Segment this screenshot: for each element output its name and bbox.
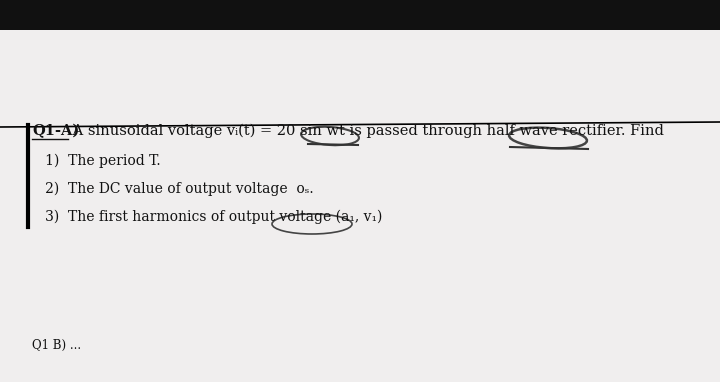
Text: A sinusoidal voltage vᵢ(t) = 20 sin wt is passed through half wave rectifier. Fi: A sinusoidal voltage vᵢ(t) = 20 sin wt i… bbox=[68, 124, 664, 138]
Text: 2)  The DC value of output voltage  oₛ.: 2) The DC value of output voltage oₛ. bbox=[32, 181, 314, 196]
Text: Q1-A): Q1-A) bbox=[32, 124, 79, 138]
Text: Q1 B) ...: Q1 B) ... bbox=[32, 339, 81, 352]
Bar bbox=[0, 0, 720, 30]
Text: 1)  The period T.: 1) The period T. bbox=[32, 154, 161, 168]
Text: 3)  The first harmonics of output voltage (a₁, v₁): 3) The first harmonics of output voltage… bbox=[32, 210, 382, 224]
